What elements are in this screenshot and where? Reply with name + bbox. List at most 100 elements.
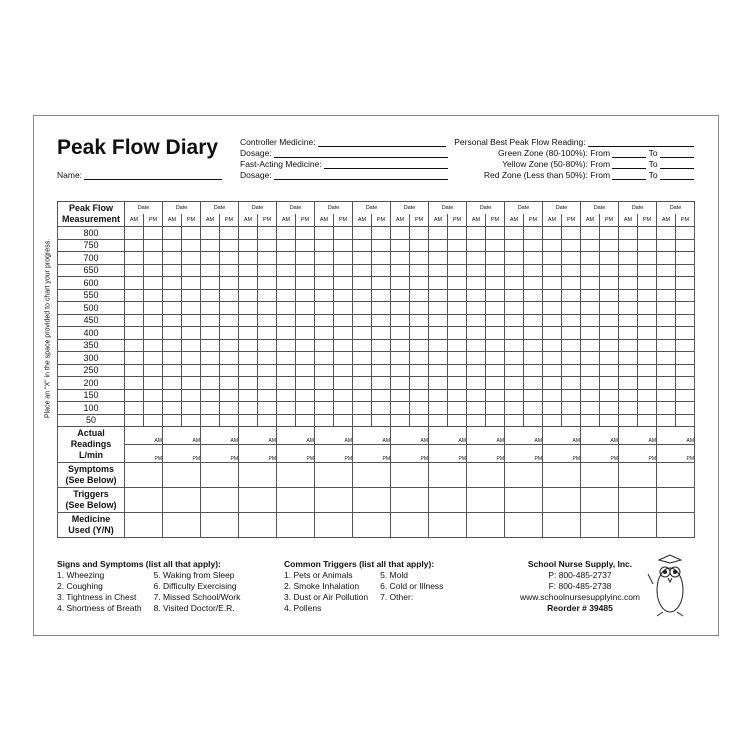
chart-cell[interactable] <box>314 376 334 390</box>
am-reading-cell[interactable]: AM <box>314 426 353 445</box>
chart-cell[interactable] <box>257 376 277 390</box>
chart-cell[interactable] <box>352 301 372 315</box>
chart-cell[interactable] <box>143 401 163 415</box>
chart-cell[interactable] <box>295 263 315 277</box>
chart-cell[interactable] <box>428 326 448 340</box>
chart-cell[interactable] <box>618 288 638 302</box>
chart-cell[interactable] <box>181 226 201 240</box>
chart-cell[interactable] <box>257 288 277 302</box>
chart-cell[interactable] <box>124 351 144 365</box>
chart-cell[interactable] <box>333 251 353 265</box>
chart-cell[interactable] <box>181 413 201 427</box>
chart-cell[interactable] <box>561 388 581 402</box>
chart-cell[interactable] <box>561 263 581 277</box>
chart-cell[interactable] <box>143 301 163 315</box>
chart-cell[interactable] <box>238 376 258 390</box>
chart-cell[interactable] <box>656 413 676 427</box>
am-reading-cell[interactable]: AM <box>352 426 391 445</box>
chart-cell[interactable] <box>523 226 543 240</box>
chart-cell[interactable] <box>675 238 695 252</box>
triggers-cell[interactable] <box>162 487 201 513</box>
chart-cell[interactable] <box>580 313 600 327</box>
chart-cell[interactable] <box>352 376 372 390</box>
yellow-zone-field[interactable]: Yellow Zone (50-80%): From To <box>502 159 694 169</box>
symptoms-cell[interactable] <box>352 462 391 488</box>
chart-cell[interactable] <box>504 351 524 365</box>
chart-cell[interactable] <box>409 388 429 402</box>
am-reading-cell[interactable]: AM <box>162 426 201 445</box>
chart-cell[interactable] <box>675 313 695 327</box>
chart-cell[interactable] <box>390 413 410 427</box>
chart-cell[interactable] <box>371 326 391 340</box>
chart-cell[interactable] <box>295 363 315 377</box>
chart-cell[interactable] <box>466 251 486 265</box>
chart-cell[interactable] <box>314 238 334 252</box>
chart-cell[interactable] <box>447 276 467 290</box>
chart-cell[interactable] <box>580 363 600 377</box>
chart-cell[interactable] <box>333 401 353 415</box>
chart-cell[interactable] <box>466 263 486 277</box>
chart-cell[interactable] <box>162 251 182 265</box>
chart-cell[interactable] <box>637 251 657 265</box>
chart-cell[interactable] <box>276 313 296 327</box>
chart-cell[interactable] <box>200 288 220 302</box>
chart-cell[interactable] <box>675 288 695 302</box>
chart-cell[interactable] <box>523 351 543 365</box>
chart-cell[interactable] <box>390 251 410 265</box>
symptoms-cell[interactable] <box>542 462 581 488</box>
chart-cell[interactable] <box>447 401 467 415</box>
chart-cell[interactable] <box>238 413 258 427</box>
chart-cell[interactable] <box>257 388 277 402</box>
chart-cell[interactable] <box>504 313 524 327</box>
chart-cell[interactable] <box>371 263 391 277</box>
chart-cell[interactable] <box>599 313 619 327</box>
chart-cell[interactable] <box>124 276 144 290</box>
chart-cell[interactable] <box>599 276 619 290</box>
chart-cell[interactable] <box>561 351 581 365</box>
pm-reading-cell[interactable]: PM <box>390 444 429 463</box>
chart-cell[interactable] <box>314 351 334 365</box>
chart-cell[interactable] <box>447 363 467 377</box>
chart-cell[interactable] <box>390 363 410 377</box>
triggers-cell[interactable] <box>656 487 695 513</box>
chart-cell[interactable] <box>257 263 277 277</box>
chart-cell[interactable] <box>333 388 353 402</box>
chart-cell[interactable] <box>390 313 410 327</box>
chart-cell[interactable] <box>219 401 239 415</box>
chart-cell[interactable] <box>580 301 600 315</box>
chart-cell[interactable] <box>238 276 258 290</box>
chart-cell[interactable] <box>200 251 220 265</box>
chart-cell[interactable] <box>409 338 429 352</box>
chart-cell[interactable] <box>409 413 429 427</box>
date-header[interactable]: Date <box>200 201 239 214</box>
chart-cell[interactable] <box>409 251 429 265</box>
chart-cell[interactable] <box>181 363 201 377</box>
chart-cell[interactable] <box>314 401 334 415</box>
chart-cell[interactable] <box>580 326 600 340</box>
chart-cell[interactable] <box>599 251 619 265</box>
chart-cell[interactable] <box>656 363 676 377</box>
chart-cell[interactable] <box>295 376 315 390</box>
chart-cell[interactable] <box>637 338 657 352</box>
chart-cell[interactable] <box>618 351 638 365</box>
chart-cell[interactable] <box>238 363 258 377</box>
chart-cell[interactable] <box>200 301 220 315</box>
chart-cell[interactable] <box>675 388 695 402</box>
chart-cell[interactable] <box>618 301 638 315</box>
chart-cell[interactable] <box>143 263 163 277</box>
medicine-cell[interactable] <box>314 512 353 538</box>
chart-cell[interactable] <box>333 351 353 365</box>
chart-cell[interactable] <box>257 326 277 340</box>
pm-reading-cell[interactable]: PM <box>352 444 391 463</box>
chart-cell[interactable] <box>561 401 581 415</box>
chart-cell[interactable] <box>124 288 144 302</box>
chart-cell[interactable] <box>390 263 410 277</box>
chart-cell[interactable] <box>352 413 372 427</box>
chart-cell[interactable] <box>352 288 372 302</box>
chart-cell[interactable] <box>390 326 410 340</box>
medicine-cell[interactable] <box>238 512 277 538</box>
chart-cell[interactable] <box>200 326 220 340</box>
chart-cell[interactable] <box>371 401 391 415</box>
chart-cell[interactable] <box>276 363 296 377</box>
chart-cell[interactable] <box>162 363 182 377</box>
